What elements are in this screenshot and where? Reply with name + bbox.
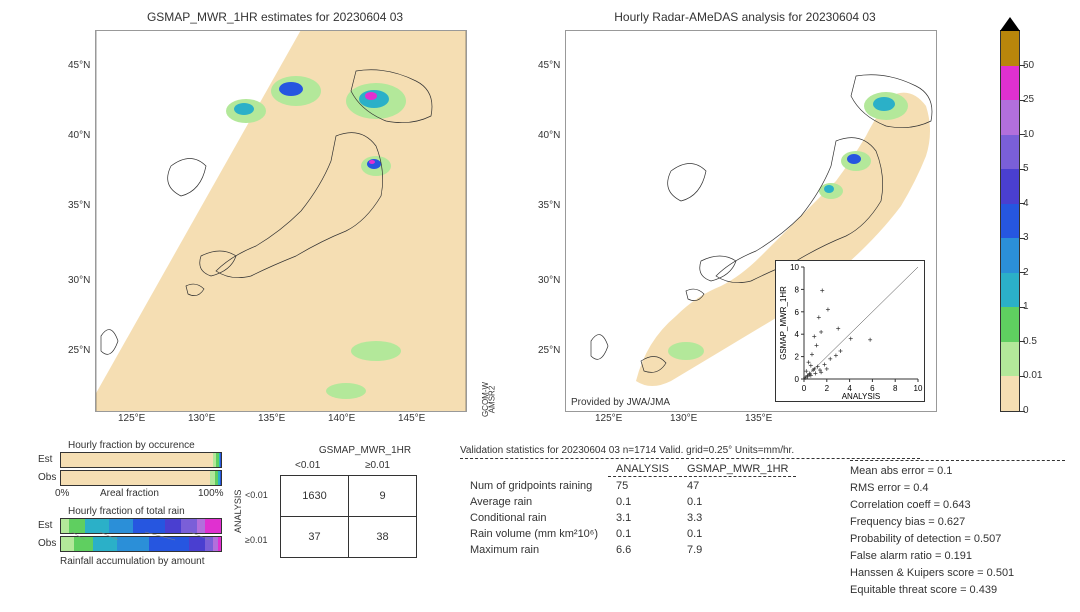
left-ytick-40: 40°N [68, 130, 90, 141]
tr-est-label: Est [38, 520, 52, 531]
left-xtick-130: 130°E [188, 413, 215, 424]
table-row: Num of gridpoints raining7547 [462, 479, 796, 493]
val-r1-a: 0.1 [608, 495, 677, 509]
val-r4-l: Maximum rain [462, 543, 606, 557]
left-xtick-145: 145°E [398, 413, 425, 424]
ct-col-title: GSMAP_MWR_1HR [300, 445, 430, 456]
ct-row-h1: <0.01 [245, 490, 268, 500]
svg-text:2: 2 [825, 384, 830, 393]
svg-text:0: 0 [795, 375, 800, 384]
val-r2-g: 3.3 [679, 511, 796, 525]
svg-text:10: 10 [914, 384, 923, 393]
occ-obs-label: Obs [38, 472, 56, 483]
val-r3-a: 0.1 [608, 527, 677, 541]
val-r1-g: 0.1 [679, 495, 796, 509]
ct-cell-01: 9 [349, 476, 417, 517]
table-row: Maximum rain6.67.9 [462, 543, 796, 557]
val-r3-g: 0.1 [679, 527, 796, 541]
svg-text:8: 8 [795, 285, 800, 294]
ct-cell-00: 1630 [281, 476, 349, 517]
occ-est-label: Est [38, 454, 52, 465]
right-map-title: Hourly Radar-AMeDAS analysis for 2023060… [540, 10, 950, 24]
table-row: Average rain0.10.1 [462, 495, 796, 509]
right-xtick-125: 125°E [595, 413, 622, 424]
scatter-svg: 00224466881010ANALYSISGSMAP_MWR_1HR [776, 261, 924, 401]
right-ytick-35: 35°N [538, 200, 560, 211]
val-r0-l: Num of gridpoints raining [462, 479, 606, 493]
ct-col-h1: <0.01 [295, 460, 320, 471]
colorbar: 00.010.512345102550 [1000, 30, 1020, 412]
svg-text:GSMAP_MWR_1HR: GSMAP_MWR_1HR [779, 286, 788, 360]
left-map-title: GSMAP_MWR_1HR estimates for 20230604 03 [70, 10, 480, 24]
sat-label-2: AMSR2 [487, 386, 496, 414]
svg-text:8: 8 [893, 384, 898, 393]
totalrain-footer: Rainfall accumulation by amount [60, 556, 205, 567]
validation-table: ANALYSISGSMAP_MWR_1HR Num of gridpoints … [460, 460, 798, 559]
right-ytick-30: 30°N [538, 275, 560, 286]
validation-title: Validation statistics for 20230604 03 n=… [460, 445, 920, 459]
ct-cell-11: 38 [349, 517, 417, 558]
val-r0-a: 75 [608, 479, 677, 493]
svg-text:10: 10 [790, 263, 799, 272]
right-ytick-45: 45°N [538, 60, 560, 71]
left-map [95, 30, 467, 412]
svg-text:4: 4 [795, 330, 800, 339]
stats-list: Mean abs error = 0.1RMS error = 0.4Corre… [850, 460, 1065, 599]
right-ytick-25: 25°N [538, 345, 560, 356]
table-row: Rain volume (mm km²10⁶)0.10.1 [462, 527, 796, 541]
left-xtick-135: 135°E [258, 413, 285, 424]
provider-label: Provided by JWA/JMA [571, 397, 670, 408]
val-r1-l: Average rain [462, 495, 606, 509]
totalrain-title: Hourly fraction of total rain [68, 506, 185, 517]
val-r4-g: 7.9 [679, 543, 796, 557]
svg-text:2: 2 [795, 353, 800, 362]
occ-right-ax: 100% [198, 488, 224, 499]
right-xtick-135: 135°E [745, 413, 772, 424]
left-map-svg [96, 31, 466, 411]
tr-obs-label: Obs [38, 538, 56, 549]
val-h2: GSMAP_MWR_1HR [679, 462, 796, 477]
svg-text:6: 6 [795, 308, 800, 317]
occurence-est-bar [60, 452, 222, 468]
ct-row-title: ANALYSIS [233, 490, 243, 533]
left-xtick-125: 125°E [118, 413, 145, 424]
contingency-table: 16309 3738 [280, 475, 417, 558]
svg-text:0: 0 [802, 384, 807, 393]
ct-row-h2: ≥0.01 [245, 535, 267, 545]
left-ytick-25: 25°N [68, 345, 90, 356]
totalrain-est-bar [60, 518, 222, 534]
val-r4-a: 6.6 [608, 543, 677, 557]
left-ytick-35: 35°N [68, 200, 90, 211]
table-row: Conditional rain3.13.3 [462, 511, 796, 525]
left-ytick-45: 45°N [68, 60, 90, 71]
ct-cell-10: 37 [281, 517, 349, 558]
scatter-plot: 00224466881010ANALYSISGSMAP_MWR_1HR [775, 260, 925, 402]
right-ytick-40: 40°N [538, 130, 560, 141]
ct-col-h2: ≥0.01 [365, 460, 390, 471]
occ-axis-title: Areal fraction [100, 488, 159, 499]
val-h1: ANALYSIS [608, 462, 677, 477]
left-ytick-30: 30°N [68, 275, 90, 286]
right-xtick-130: 130°E [670, 413, 697, 424]
totalrain-obs-bar [60, 536, 222, 552]
svg-text:ANALYSIS: ANALYSIS [842, 392, 881, 401]
val-r3-l: Rain volume (mm km²10⁶) [462, 527, 606, 541]
val-r2-a: 3.1 [608, 511, 677, 525]
val-r0-g: 47 [679, 479, 796, 493]
occurence-title: Hourly fraction by occurence [68, 440, 195, 451]
occurence-obs-bar [60, 470, 222, 486]
left-xtick-140: 140°E [328, 413, 355, 424]
occ-left-ax: 0% [55, 488, 69, 499]
val-r2-l: Conditional rain [462, 511, 606, 525]
